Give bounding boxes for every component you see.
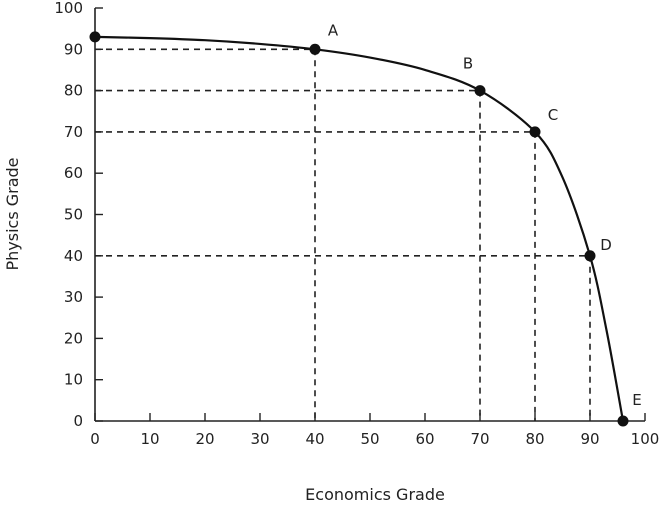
x-tick-label: 0: [90, 430, 100, 448]
x-tick-label: 10: [140, 430, 159, 448]
points: A B C D E: [89, 21, 642, 427]
x-tick-label: 90: [580, 430, 599, 448]
y-axis-title: Physics Grade: [3, 157, 22, 270]
x-tick-label: 50: [360, 430, 379, 448]
y-tick-label: 80: [64, 82, 83, 100]
data-point-e: [617, 415, 629, 427]
reference-lines: [95, 48, 591, 421]
curve-layer: [94, 35, 625, 422]
x-tick-label: 60: [415, 430, 434, 448]
ppf-curve: [94, 35, 625, 422]
y-tick-label: 60: [64, 164, 83, 182]
x-tick-label: 30: [250, 430, 269, 448]
x-tick-label: 20: [195, 430, 214, 448]
data-point-d: [584, 250, 596, 262]
point-label-b: B: [463, 55, 473, 73]
point-label-e: E: [632, 391, 641, 409]
y-tick-label: 90: [64, 40, 83, 58]
x-axis-title: Economics Grade: [305, 485, 445, 504]
point-label-c: C: [548, 106, 558, 124]
x-tick-label: 100: [631, 430, 660, 448]
data-point-start: [89, 31, 101, 43]
data-point-b: [474, 85, 486, 97]
y-tick-label: 70: [64, 123, 83, 141]
y-tick-label: 30: [64, 288, 83, 306]
data-point-c: [529, 126, 541, 138]
x-tick-label: 70: [470, 430, 489, 448]
y-tick-label: 40: [64, 247, 83, 265]
data-point-a: [309, 43, 321, 55]
x-tick-label: 40: [305, 430, 324, 448]
y-tick-label: 50: [64, 206, 83, 224]
y-tick-label: 0: [73, 412, 83, 430]
axes: 0 10 20 30 40 50 60 70 80 90 100 0 10 20 30 40 50 60 70 80 9…: [54, 0, 659, 448]
y-tick-label: 100: [54, 0, 83, 17]
point-label-a: A: [328, 21, 339, 39]
x-tick-label: 80: [525, 430, 544, 448]
y-tick-label: 10: [64, 371, 83, 389]
point-label-d: D: [600, 236, 612, 254]
y-tick-label: 20: [64, 329, 83, 347]
